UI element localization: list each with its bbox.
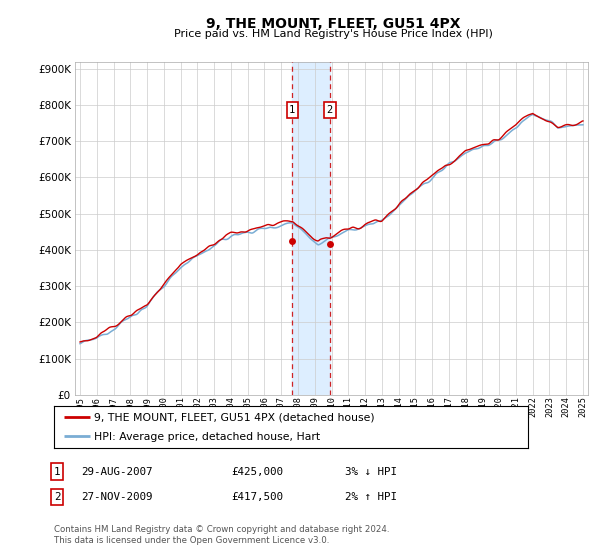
Text: £417,500: £417,500 [231,492,283,502]
Text: 27-NOV-2009: 27-NOV-2009 [81,492,152,502]
Text: Price paid vs. HM Land Registry's House Price Index (HPI): Price paid vs. HM Land Registry's House … [173,29,493,39]
Text: 2% ↑ HPI: 2% ↑ HPI [345,492,397,502]
Text: 1: 1 [289,105,295,115]
Text: Contains HM Land Registry data © Crown copyright and database right 2024.
This d: Contains HM Land Registry data © Crown c… [54,525,389,545]
Text: £425,000: £425,000 [231,466,283,477]
Text: 3% ↓ HPI: 3% ↓ HPI [345,466,397,477]
Text: 29-AUG-2007: 29-AUG-2007 [81,466,152,477]
Text: 2: 2 [326,105,333,115]
Text: 9, THE MOUNT, FLEET, GU51 4PX (detached house): 9, THE MOUNT, FLEET, GU51 4PX (detached … [94,412,375,422]
Bar [292,62,330,395]
Text: 9, THE MOUNT, FLEET, GU51 4PX: 9, THE MOUNT, FLEET, GU51 4PX [206,17,460,31]
Text: HPI: Average price, detached house, Hart: HPI: Average price, detached house, Hart [94,432,320,442]
Text: 2: 2 [54,492,60,502]
Text: 1: 1 [54,466,60,477]
